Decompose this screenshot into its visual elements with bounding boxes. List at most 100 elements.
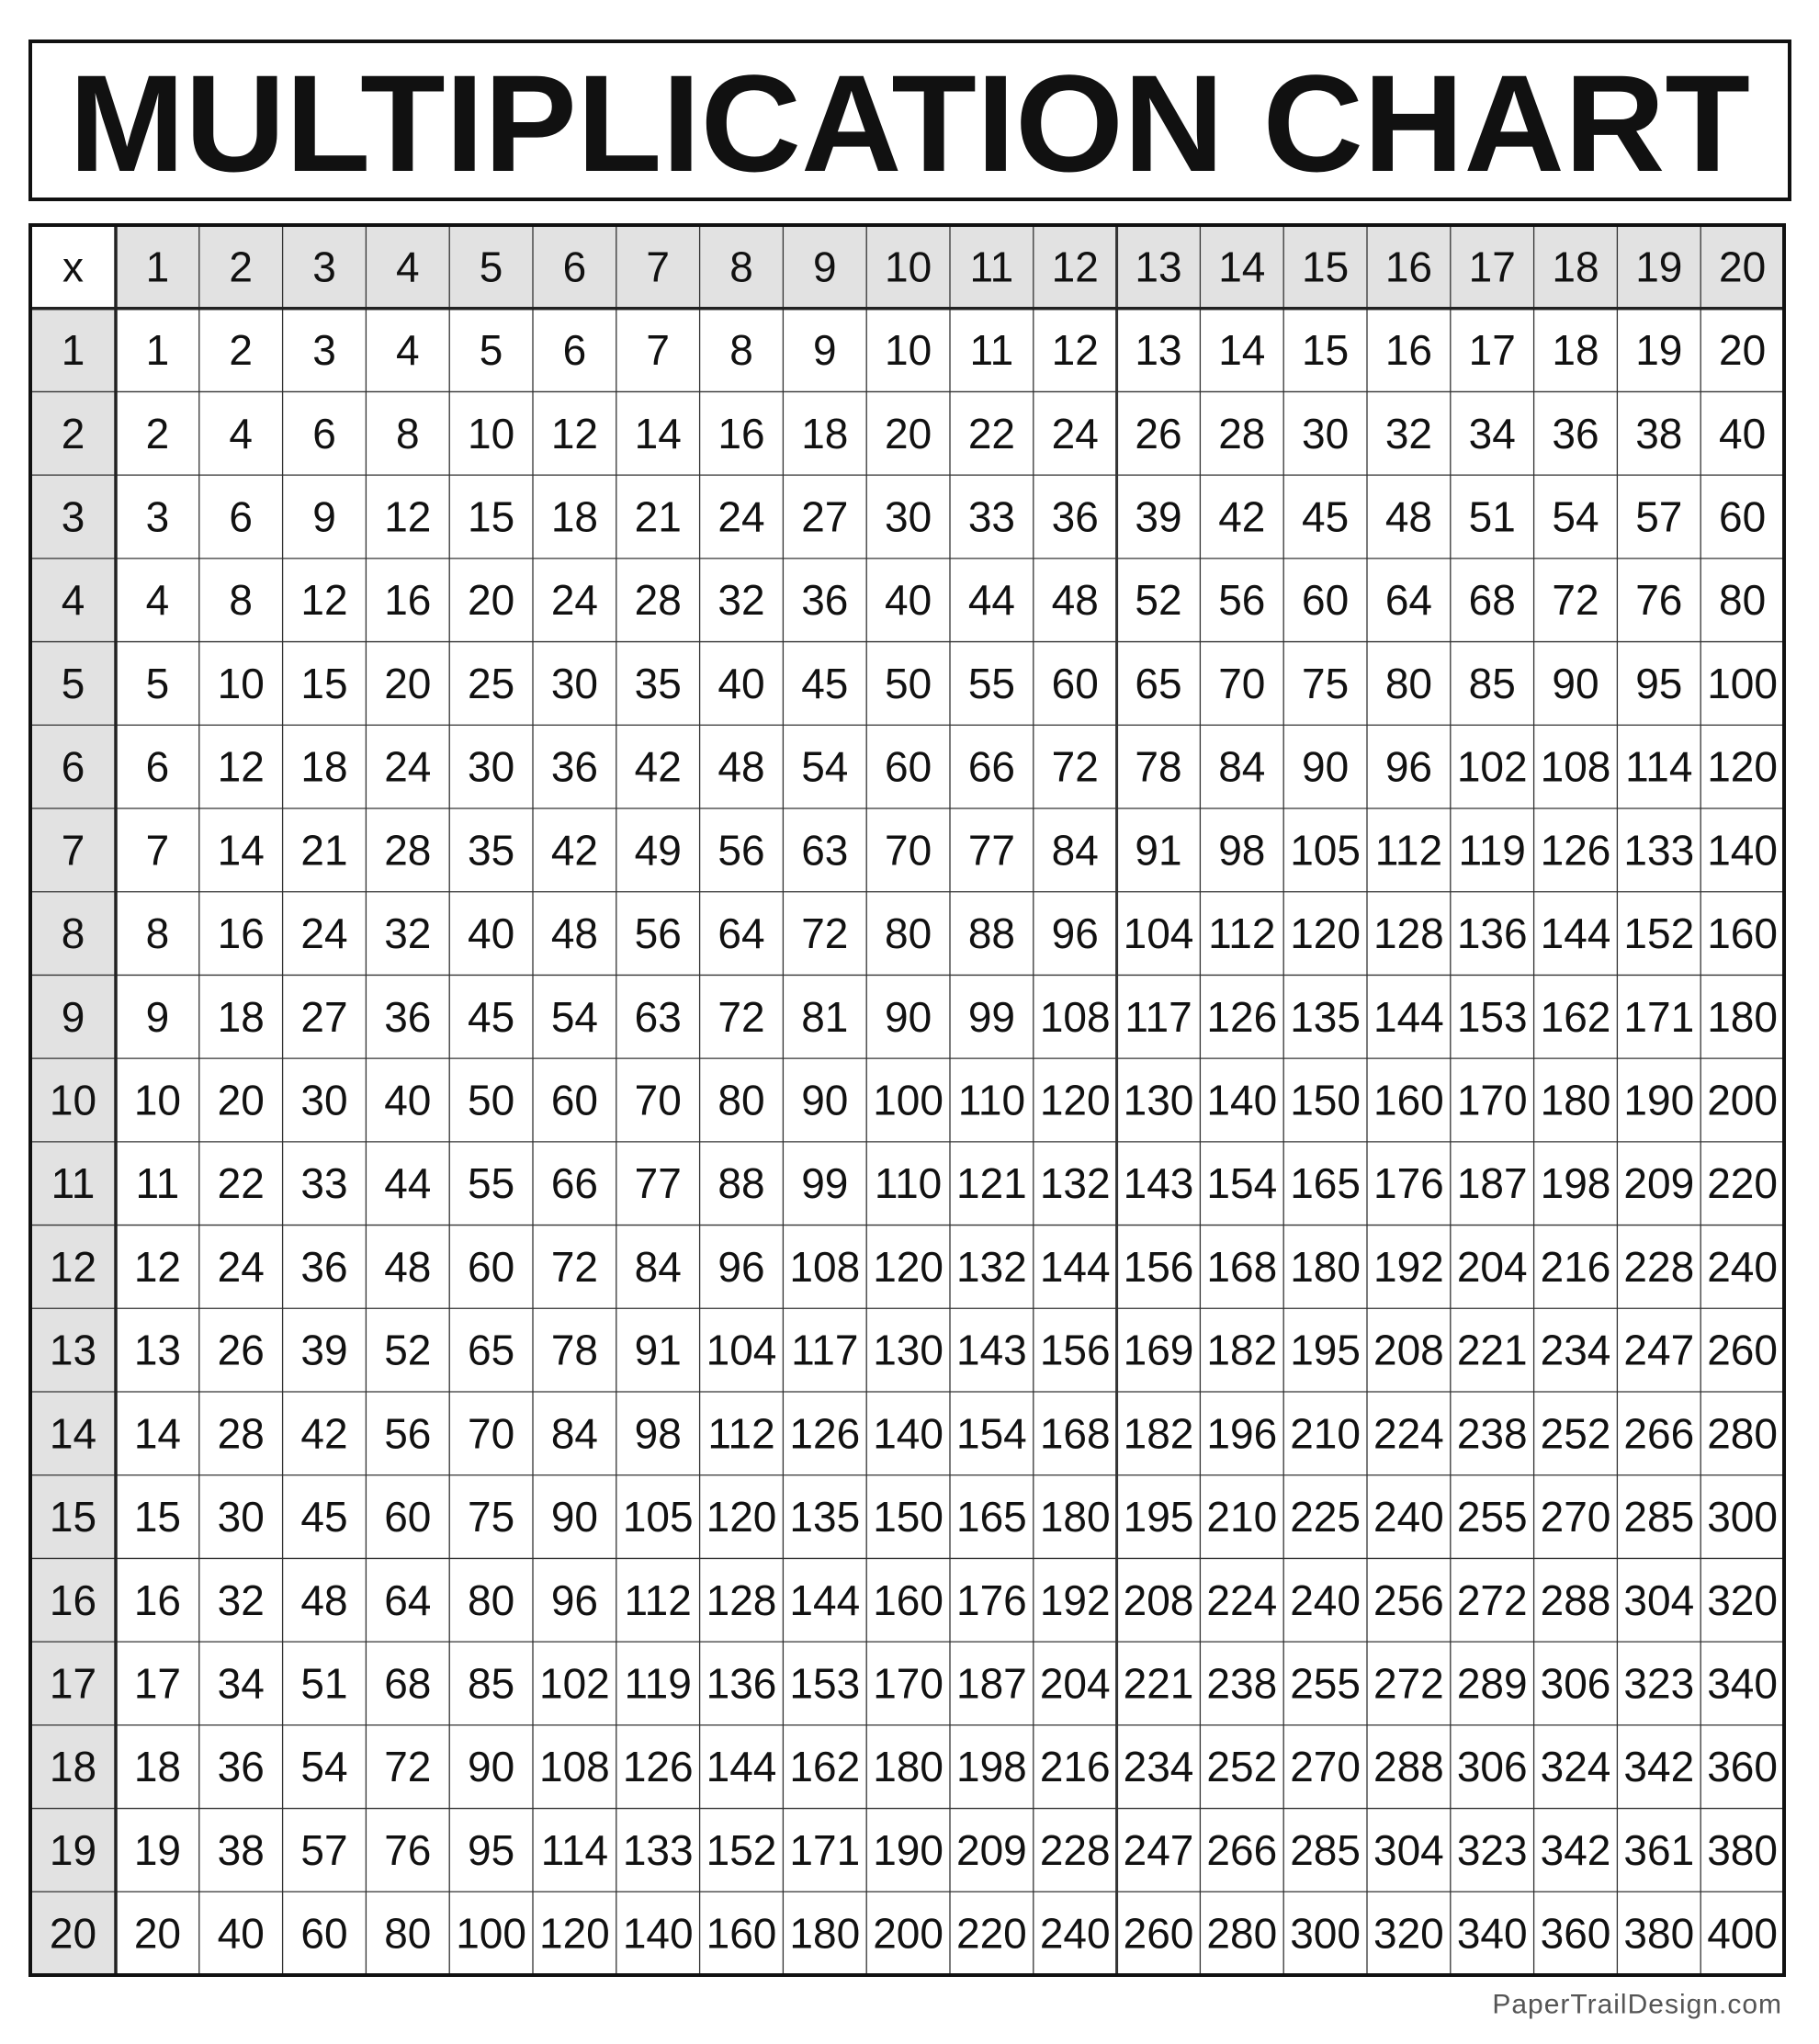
product-cell: 24 xyxy=(300,909,347,957)
product-cell: 120 xyxy=(1707,743,1778,791)
product-cell: 130 xyxy=(1124,1077,1194,1124)
product-cell: 16 xyxy=(134,1576,181,1624)
product-cell: 38 xyxy=(218,1826,265,1874)
product-cell: 135 xyxy=(789,1493,860,1541)
product-cell: 4 xyxy=(229,410,253,457)
product-cell: 24 xyxy=(384,743,431,791)
corner-label: x xyxy=(62,243,84,290)
product-cell: 55 xyxy=(468,1159,514,1207)
product-cell: 240 xyxy=(1707,1243,1778,1291)
product-cell: 3 xyxy=(146,493,170,541)
product-cell: 126 xyxy=(789,1409,860,1457)
row-header: 19 xyxy=(50,1826,96,1874)
product-cell: 16 xyxy=(218,909,265,957)
product-cell: 120 xyxy=(873,1243,943,1291)
product-cell: 75 xyxy=(468,1493,514,1541)
product-cell: 342 xyxy=(1541,1826,1611,1874)
column-header: 9 xyxy=(813,243,837,290)
product-cell: 68 xyxy=(384,1660,431,1708)
product-cell: 289 xyxy=(1457,1660,1528,1708)
credit: PaperTrailDesign.com xyxy=(1492,1990,1782,2020)
product-cell: 121 xyxy=(956,1159,1027,1207)
product-cell: 144 xyxy=(1040,1243,1111,1291)
product-cell: 160 xyxy=(873,1576,943,1624)
product-cell: 225 xyxy=(1290,1493,1361,1541)
column-header: 19 xyxy=(1635,243,1682,290)
product-cell: 20 xyxy=(384,660,431,707)
row-header: 6 xyxy=(62,743,85,791)
product-cell: 49 xyxy=(635,826,682,874)
product-cell: 64 xyxy=(384,1576,431,1624)
product-cell: 180 xyxy=(1040,1493,1111,1541)
product-cell: 44 xyxy=(384,1159,431,1207)
product-cell: 36 xyxy=(300,1243,347,1291)
product-cell: 34 xyxy=(218,1660,265,1708)
product-cell: 120 xyxy=(1290,909,1361,957)
product-cell: 240 xyxy=(1290,1576,1361,1624)
product-cell: 20 xyxy=(1719,326,1766,374)
product-cell: 180 xyxy=(789,1910,860,1958)
product-cell: 45 xyxy=(300,1493,347,1541)
product-cell: 4 xyxy=(396,326,420,374)
product-cell: 57 xyxy=(1635,493,1682,541)
product-cell: 15 xyxy=(1302,326,1349,374)
product-cell: 112 xyxy=(625,1576,692,1624)
column-header: 3 xyxy=(312,243,336,290)
product-cell: 108 xyxy=(1541,743,1611,791)
product-cell: 400 xyxy=(1707,1910,1778,1958)
column-header: 7 xyxy=(646,243,670,290)
product-cell: 117 xyxy=(791,1327,858,1374)
product-cell: 33 xyxy=(968,493,1015,541)
product-cell: 182 xyxy=(1124,1409,1194,1457)
product-cell: 80 xyxy=(468,1576,514,1624)
product-cell: 91 xyxy=(635,1327,682,1374)
product-cell: 221 xyxy=(1457,1327,1528,1374)
product-cell: 208 xyxy=(1373,1327,1444,1374)
column-header: 16 xyxy=(1385,243,1432,290)
product-cell: 187 xyxy=(956,1660,1027,1708)
product-cell: 56 xyxy=(717,826,764,874)
product-cell: 180 xyxy=(1541,1077,1611,1124)
product-cell: 42 xyxy=(635,743,682,791)
product-cell: 114 xyxy=(1625,743,1692,791)
product-cell: 252 xyxy=(1206,1743,1277,1790)
row-header: 7 xyxy=(62,826,85,874)
product-cell: 50 xyxy=(885,660,932,707)
product-cell: 90 xyxy=(885,993,932,1041)
product-cell: 16 xyxy=(717,410,764,457)
product-cell: 4 xyxy=(146,576,170,624)
product-cell: 63 xyxy=(635,993,682,1041)
product-cell: 75 xyxy=(1302,660,1349,707)
product-cell: 143 xyxy=(956,1327,1027,1374)
product-cell: 108 xyxy=(1040,993,1111,1041)
product-cell: 300 xyxy=(1290,1910,1361,1958)
product-cell: 8 xyxy=(146,909,170,957)
product-cell: 1 xyxy=(146,326,170,374)
product-cell: 228 xyxy=(1040,1826,1111,1874)
product-cell: 120 xyxy=(706,1493,777,1541)
product-cell: 342 xyxy=(1623,1743,1694,1790)
product-cell: 304 xyxy=(1623,1576,1694,1624)
column-header: 12 xyxy=(1052,243,1099,290)
product-cell: 6 xyxy=(146,743,170,791)
product-cell: 176 xyxy=(956,1576,1027,1624)
product-cell: 26 xyxy=(218,1327,265,1374)
product-cell: 48 xyxy=(551,909,598,957)
product-cell: 7 xyxy=(146,826,170,874)
product-cell: 40 xyxy=(885,576,932,624)
column-header: 17 xyxy=(1469,243,1516,290)
product-cell: 56 xyxy=(384,1409,431,1457)
product-cell: 171 xyxy=(1623,993,1694,1041)
product-cell: 285 xyxy=(1290,1826,1361,1874)
product-cell: 110 xyxy=(875,1159,942,1207)
product-cell: 24 xyxy=(551,576,598,624)
row-header: 8 xyxy=(62,909,85,957)
product-cell: 96 xyxy=(551,1576,598,1624)
product-cell: 21 xyxy=(635,493,682,541)
product-cell: 209 xyxy=(1623,1159,1694,1207)
product-cell: 70 xyxy=(635,1077,682,1124)
product-cell: 95 xyxy=(468,1826,514,1874)
product-cell: 126 xyxy=(623,1743,694,1790)
product-cell: 133 xyxy=(623,1826,694,1874)
